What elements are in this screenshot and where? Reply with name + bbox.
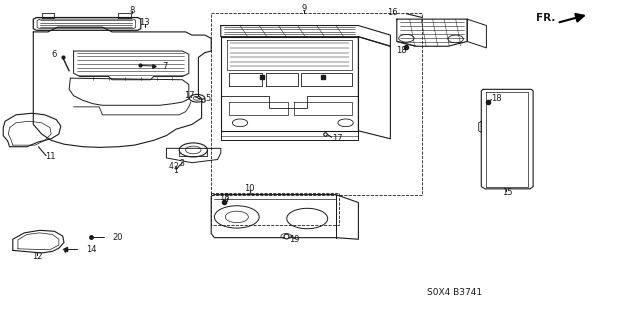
- Text: 18: 18: [219, 193, 229, 202]
- Text: FR.: FR.: [536, 13, 555, 23]
- Text: 16: 16: [387, 8, 397, 17]
- Text: 20: 20: [112, 233, 122, 242]
- Text: 17: 17: [332, 134, 342, 143]
- Text: 5: 5: [205, 94, 211, 103]
- Text: 18: 18: [396, 46, 406, 55]
- FancyArrowPatch shape: [559, 14, 584, 22]
- Text: 13: 13: [140, 19, 150, 27]
- Text: 2: 2: [173, 162, 179, 171]
- Text: 14: 14: [86, 245, 96, 254]
- Text: 10: 10: [244, 184, 255, 193]
- Text: 6: 6: [52, 50, 57, 59]
- Text: 15: 15: [502, 189, 513, 197]
- Text: 19: 19: [289, 235, 300, 244]
- Text: 1: 1: [173, 166, 179, 175]
- Text: 9: 9: [301, 4, 307, 13]
- Text: 17: 17: [184, 91, 195, 100]
- Text: 3: 3: [179, 159, 184, 168]
- Text: 7: 7: [163, 62, 168, 70]
- Text: 4: 4: [169, 162, 174, 171]
- Text: 8: 8: [130, 6, 135, 15]
- Text: 18: 18: [491, 94, 501, 103]
- Text: S0X4 B3741: S0X4 B3741: [427, 288, 482, 297]
- Text: 12: 12: [32, 252, 42, 261]
- Text: 11: 11: [45, 152, 55, 161]
